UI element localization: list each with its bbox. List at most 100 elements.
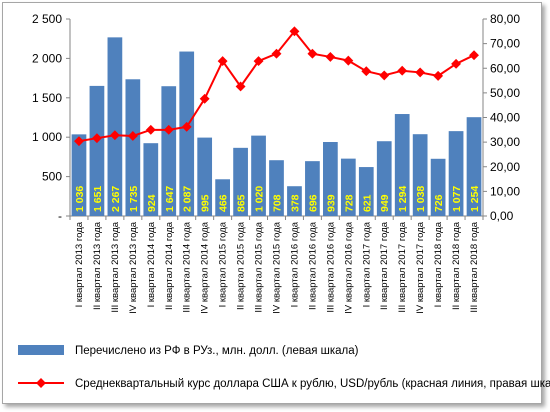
bar (161, 86, 177, 216)
bar (358, 167, 374, 216)
bar (125, 79, 141, 216)
line-point (109, 130, 120, 141)
bar-data-label: 728 (343, 194, 355, 212)
bar (233, 147, 248, 216)
bar-data-label: 1 020 (254, 186, 266, 212)
bar-data-label: 865 (236, 194, 248, 212)
right-axis-tick-label: 30,00 (490, 135, 520, 149)
bar-data-label: 1 077 (451, 186, 463, 212)
x-axis-tick-label: II квартал 2013 года (92, 221, 103, 310)
bar-data-label: 1 735 (128, 186, 140, 212)
bar-data-label: 708 (272, 194, 284, 212)
bar-data-label: 949 (379, 194, 391, 212)
bar-data-label: 1 038 (415, 186, 427, 212)
x-axis-tick-label: I квартал 2018 года (433, 221, 444, 307)
right-axis-tick-label: 80,00 (490, 12, 520, 26)
x-axis-tick-label: II квартал 2017 года (379, 221, 390, 310)
line-point (127, 131, 138, 141)
x-axis-tick-label: II квартал 2015 года (236, 221, 247, 310)
bar-data-label: 995 (200, 194, 212, 212)
bar (466, 117, 482, 216)
line-point (343, 55, 354, 66)
left-axis-tick-label: 1 000 (32, 130, 62, 144)
left-axis-tick-label: 2 500 (32, 12, 62, 26)
bar-data-label: 924 (146, 194, 158, 212)
bar-data-label: 1 651 (92, 186, 104, 212)
bar (323, 142, 338, 216)
left-axis-tick-label: 1 500 (32, 91, 62, 105)
bar (412, 134, 428, 216)
legend-bar-swatch (18, 345, 64, 355)
left-axis-tick-label: 2 000 (32, 51, 62, 65)
right-axis-tick-label: 50,00 (490, 86, 520, 100)
x-axis-tick-label: IV квартал 2016 года (343, 221, 354, 313)
bar-data-label: 378 (289, 194, 301, 212)
line-point (91, 133, 102, 144)
bar-data-label: 1 647 (164, 186, 176, 212)
x-axis-tick-label: III квартал 2018 года (469, 221, 480, 312)
line-point (361, 66, 372, 77)
bar-data-label: 1 036 (74, 186, 86, 212)
x-axis-tick-labels: I квартал 2013 года II квартал 2013 года I… (74, 221, 480, 313)
x-axis-tick-label: II квартал 2018 года (451, 221, 462, 310)
bar (143, 143, 159, 216)
right-axis-tick-label: 70,00 (490, 37, 520, 51)
legend-line-label: Среднеквартальный курс доллара США к руб… (75, 378, 550, 390)
line-point (217, 56, 228, 67)
line-point (145, 124, 156, 135)
line-point (253, 56, 264, 67)
x-axis-tick-label: I квартал 2013 года (74, 221, 85, 307)
bar (89, 85, 105, 216)
legend: Перечислено из РФ в РУз., млн. долл. (ле… (18, 345, 550, 390)
x-axis-tick-label: IV квартал 2015 года (272, 221, 283, 313)
bar (197, 137, 213, 216)
left-axis-tick-label: 500 (42, 170, 62, 184)
bar-data-labels: 1 036 1 651 2 267 1 735 924 1 647 2 087 995 466 8… (74, 186, 481, 212)
bar (340, 158, 356, 216)
bar-data-label: 2 087 (182, 186, 194, 212)
x-axis-tick-label: III квартал 2017 года (397, 221, 408, 312)
x-axis-tick-label: IV квартал 2014 года (200, 221, 211, 313)
left-axis-tick-label: - (58, 209, 62, 223)
bar (251, 135, 266, 216)
right-axis-tick-label: 60,00 (490, 61, 520, 75)
right-axis-tick-label: 20,00 (490, 160, 520, 174)
legend-line-marker (36, 378, 46, 388)
bar (71, 134, 87, 216)
x-axis-tick-label: I квартал 2016 года (289, 221, 300, 307)
right-axis-tick-label: 10,00 (490, 184, 520, 198)
bar-series (71, 37, 482, 217)
x-axis-tick-label: III квартал 2013 года (110, 221, 121, 312)
right-axis-tick-label: 40,00 (490, 111, 520, 125)
line-point (181, 121, 192, 132)
line-point (379, 70, 390, 81)
x-axis-tick-label: I квартал 2015 года (218, 221, 229, 307)
bar (179, 51, 195, 216)
bar-data-label: 621 (361, 194, 373, 212)
line-point (469, 50, 479, 61)
legend-bar-label: Перечислено из РФ в РУз., млн. долл. (ле… (75, 345, 359, 357)
bar (287, 186, 302, 216)
x-axis-tick-label: III квартал 2015 года (254, 221, 265, 312)
line-point (163, 124, 174, 135)
line-point (415, 67, 426, 78)
bar-data-label: 696 (307, 194, 319, 212)
axes: - 500 1 000 1 500 2 000 2 500 0,00 10,00 20,00 30… (32, 12, 520, 223)
bar-data-label: 2 267 (110, 186, 122, 212)
bar (215, 179, 230, 216)
line-point (74, 136, 84, 147)
x-axis-tick-label: I квартал 2017 года (361, 221, 372, 307)
bar (448, 131, 464, 216)
x-axis-tick-label: IV квартал 2013 года (128, 221, 139, 313)
x-axis-tick-label: II квартал 2014 года (164, 221, 175, 310)
bar (305, 161, 320, 216)
line-point (325, 51, 336, 62)
bar (107, 37, 123, 217)
bar-data-label: 1 254 (469, 186, 481, 212)
bar (394, 114, 410, 216)
bar (376, 141, 392, 216)
line-point (397, 65, 408, 76)
line-point (199, 93, 210, 104)
x-axis-tick-label: III квартал 2016 года (325, 221, 336, 312)
